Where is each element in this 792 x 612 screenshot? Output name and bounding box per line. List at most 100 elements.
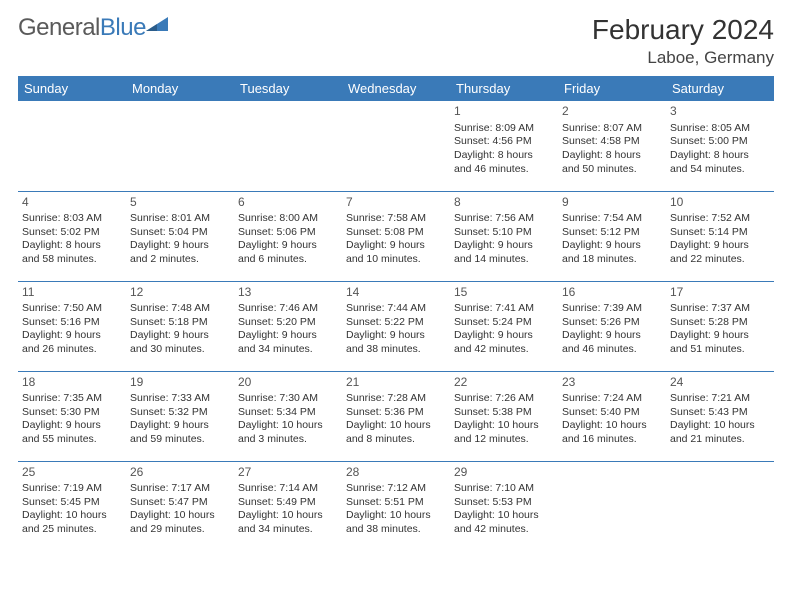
daylight-line-2: and 10 minutes.: [346, 253, 446, 267]
sunset-line: Sunset: 5:00 PM: [670, 135, 770, 149]
sunrise-line: Sunrise: 7:44 AM: [346, 302, 446, 316]
daylight-line-2: and 30 minutes.: [130, 343, 230, 357]
calendar-week-row: 25Sunrise: 7:19 AMSunset: 5:45 PMDayligh…: [18, 461, 774, 551]
day-number: 14: [346, 285, 446, 301]
brand-part2: Blue: [100, 14, 146, 41]
sunset-line: Sunset: 5:40 PM: [562, 406, 662, 420]
calendar-week-row: 4Sunrise: 8:03 AMSunset: 5:02 PMDaylight…: [18, 191, 774, 281]
daylight-line-1: Daylight: 10 hours: [238, 509, 338, 523]
sunset-line: Sunset: 5:28 PM: [670, 316, 770, 330]
daylight-line-2: and 6 minutes.: [238, 253, 338, 267]
sunrise-line: Sunrise: 7:56 AM: [454, 212, 554, 226]
sunrise-line: Sunrise: 7:30 AM: [238, 392, 338, 406]
daylight-line-2: and 8 minutes.: [346, 433, 446, 447]
day-number: 1: [454, 104, 554, 120]
sunrise-line: Sunrise: 8:07 AM: [562, 122, 662, 136]
calendar-day-cell: [666, 461, 774, 551]
sunset-line: Sunset: 5:49 PM: [238, 496, 338, 510]
brand-part1: General: [18, 14, 100, 41]
calendar-day-cell: 11Sunrise: 7:50 AMSunset: 5:16 PMDayligh…: [18, 281, 126, 371]
daylight-line-1: Daylight: 9 hours: [130, 239, 230, 253]
calendar-day-cell: 3Sunrise: 8:05 AMSunset: 5:00 PMDaylight…: [666, 101, 774, 191]
daylight-line-2: and 54 minutes.: [670, 163, 770, 177]
calendar-week-row: 18Sunrise: 7:35 AMSunset: 5:30 PMDayligh…: [18, 371, 774, 461]
sunset-line: Sunset: 5:36 PM: [346, 406, 446, 420]
daylight-line-1: Daylight: 9 hours: [454, 239, 554, 253]
calendar-table: SundayMondayTuesdayWednesdayThursdayFrid…: [18, 76, 774, 551]
daylight-line-1: Daylight: 9 hours: [130, 419, 230, 433]
sunset-line: Sunset: 5:51 PM: [346, 496, 446, 510]
daylight-line-1: Daylight: 9 hours: [22, 419, 122, 433]
calendar-day-cell: 27Sunrise: 7:14 AMSunset: 5:49 PMDayligh…: [234, 461, 342, 551]
calendar-day-cell: 13Sunrise: 7:46 AMSunset: 5:20 PMDayligh…: [234, 281, 342, 371]
day-number: 3: [670, 104, 770, 120]
daylight-line-2: and 51 minutes.: [670, 343, 770, 357]
sunrise-line: Sunrise: 8:00 AM: [238, 212, 338, 226]
daylight-line-1: Daylight: 10 hours: [346, 419, 446, 433]
daylight-line-2: and 59 minutes.: [130, 433, 230, 447]
daylight-line-2: and 18 minutes.: [562, 253, 662, 267]
sunrise-line: Sunrise: 7:54 AM: [562, 212, 662, 226]
sunrise-line: Sunrise: 8:01 AM: [130, 212, 230, 226]
sunrise-line: Sunrise: 7:26 AM: [454, 392, 554, 406]
calendar-day-cell: 4Sunrise: 8:03 AMSunset: 5:02 PMDaylight…: [18, 191, 126, 281]
sunset-line: Sunset: 5:34 PM: [238, 406, 338, 420]
sunrise-line: Sunrise: 7:52 AM: [670, 212, 770, 226]
day-number: 19: [130, 375, 230, 391]
day-number: 8: [454, 195, 554, 211]
sunrise-line: Sunrise: 7:41 AM: [454, 302, 554, 316]
calendar-day-cell: 17Sunrise: 7:37 AMSunset: 5:28 PMDayligh…: [666, 281, 774, 371]
day-number: 29: [454, 465, 554, 481]
calendar-day-cell: 16Sunrise: 7:39 AMSunset: 5:26 PMDayligh…: [558, 281, 666, 371]
daylight-line-2: and 2 minutes.: [130, 253, 230, 267]
sunrise-line: Sunrise: 7:10 AM: [454, 482, 554, 496]
calendar-day-cell: 28Sunrise: 7:12 AMSunset: 5:51 PMDayligh…: [342, 461, 450, 551]
sunrise-line: Sunrise: 8:03 AM: [22, 212, 122, 226]
calendar-day-cell: 5Sunrise: 8:01 AMSunset: 5:04 PMDaylight…: [126, 191, 234, 281]
calendar-day-cell: 15Sunrise: 7:41 AMSunset: 5:24 PMDayligh…: [450, 281, 558, 371]
daylight-line-1: Daylight: 10 hours: [130, 509, 230, 523]
sunrise-line: Sunrise: 7:28 AM: [346, 392, 446, 406]
calendar-day-cell: 24Sunrise: 7:21 AMSunset: 5:43 PMDayligh…: [666, 371, 774, 461]
triangle-icon: [146, 15, 172, 35]
daylight-line-2: and 34 minutes.: [238, 343, 338, 357]
sunset-line: Sunset: 5:20 PM: [238, 316, 338, 330]
sunrise-line: Sunrise: 7:14 AM: [238, 482, 338, 496]
calendar-day-cell: [342, 101, 450, 191]
sunset-line: Sunset: 5:06 PM: [238, 226, 338, 240]
day-number: 7: [346, 195, 446, 211]
day-number: 4: [22, 195, 122, 211]
daylight-line-1: Daylight: 10 hours: [454, 419, 554, 433]
title-block: February 2024 Laboe, Germany: [592, 14, 774, 68]
daylight-line-1: Daylight: 9 hours: [22, 329, 122, 343]
brand-logo: GeneralBlue: [18, 14, 172, 42]
daylight-line-1: Daylight: 8 hours: [22, 239, 122, 253]
location: Laboe, Germany: [592, 48, 774, 68]
day-number: 6: [238, 195, 338, 211]
sunset-line: Sunset: 5:22 PM: [346, 316, 446, 330]
daylight-line-2: and 16 minutes.: [562, 433, 662, 447]
daylight-line-1: Daylight: 9 hours: [562, 239, 662, 253]
daylight-line-2: and 38 minutes.: [346, 343, 446, 357]
day-number: 15: [454, 285, 554, 301]
daylight-line-2: and 46 minutes.: [454, 163, 554, 177]
sunset-line: Sunset: 5:38 PM: [454, 406, 554, 420]
calendar-day-cell: 10Sunrise: 7:52 AMSunset: 5:14 PMDayligh…: [666, 191, 774, 281]
sunset-line: Sunset: 5:12 PM: [562, 226, 662, 240]
calendar-body: 1Sunrise: 8:09 AMSunset: 4:56 PMDaylight…: [18, 101, 774, 551]
daylight-line-2: and 55 minutes.: [22, 433, 122, 447]
month-title: February 2024: [592, 14, 774, 46]
sunset-line: Sunset: 5:32 PM: [130, 406, 230, 420]
sunrise-line: Sunrise: 7:37 AM: [670, 302, 770, 316]
daylight-line-1: Daylight: 10 hours: [562, 419, 662, 433]
day-number: 9: [562, 195, 662, 211]
sunrise-line: Sunrise: 7:17 AM: [130, 482, 230, 496]
day-number: 13: [238, 285, 338, 301]
sunrise-line: Sunrise: 7:58 AM: [346, 212, 446, 226]
daylight-line-1: Daylight: 9 hours: [346, 239, 446, 253]
daylight-line-2: and 58 minutes.: [22, 253, 122, 267]
sunset-line: Sunset: 5:16 PM: [22, 316, 122, 330]
daylight-line-2: and 12 minutes.: [454, 433, 554, 447]
daylight-line-1: Daylight: 9 hours: [238, 239, 338, 253]
daylight-line-1: Daylight: 9 hours: [454, 329, 554, 343]
